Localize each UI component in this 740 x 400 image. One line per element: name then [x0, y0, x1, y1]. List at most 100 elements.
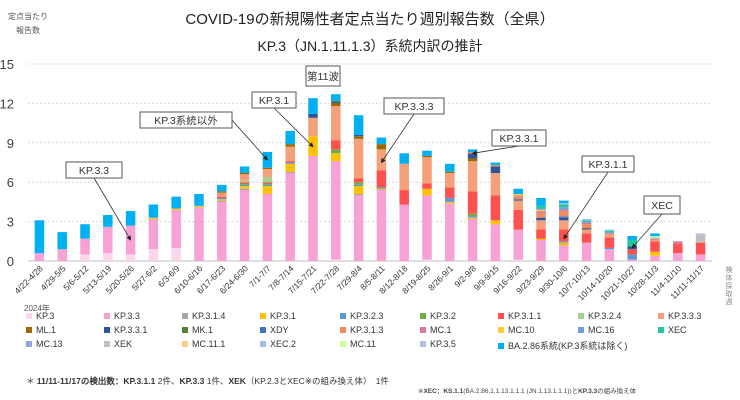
bar-segment — [581, 228, 592, 230]
bar-segment — [673, 253, 683, 261]
bar-segment — [604, 232, 615, 234]
bar-segment — [559, 242, 569, 246]
legend-label: MC.1 — [430, 325, 452, 335]
bar-segment — [627, 249, 637, 255]
bar-segment — [422, 259, 432, 261]
legend-item: BA.2.86系統(KP.3系統は除く) — [498, 339, 627, 352]
footnote-count: 1件、 — [204, 376, 229, 386]
legend-label: XDY — [270, 325, 289, 335]
bar-segment — [513, 188, 523, 195]
bar-segment — [513, 259, 523, 261]
bar-segment — [80, 238, 90, 255]
bar-segment — [239, 186, 250, 189]
bar-segment — [422, 195, 432, 260]
legend-label: KP.3.3 — [114, 311, 140, 321]
bar-segment — [376, 149, 387, 171]
bar-segment — [262, 186, 273, 195]
legend-label: KP.3 — [36, 311, 55, 321]
bar-segment — [353, 178, 364, 183]
legend-item: XEK — [104, 339, 132, 349]
bar-segment — [513, 196, 523, 200]
bar-segment — [194, 194, 204, 206]
bar-segment — [353, 136, 364, 139]
bar-segment — [581, 229, 592, 234]
annotation-arrow — [231, 119, 268, 161]
bar-segment — [331, 103, 341, 107]
legend-item: KP.3.2 — [420, 311, 456, 321]
bar-segment — [559, 220, 569, 230]
annotation-label: KP.3系統以外 — [154, 114, 218, 127]
legend-swatch — [420, 341, 426, 347]
legend-swatch — [340, 341, 346, 347]
bar-segment — [445, 203, 455, 261]
legend-label: BA.2.86系統(KP.3系統は除く) — [508, 341, 628, 351]
bar-segment — [581, 218, 592, 221]
legend-swatch — [260, 327, 266, 333]
legend-label: KP.3.1 — [270, 311, 296, 321]
bar-segment — [604, 249, 615, 261]
bar-segment — [217, 200, 227, 202]
legend-label: MC.13 — [36, 339, 63, 349]
bar-segment — [331, 153, 341, 162]
bar-segment — [262, 169, 273, 177]
bar-segment — [285, 163, 295, 172]
bar-segment — [467, 213, 478, 217]
bar-segment — [148, 204, 159, 218]
bar-segment — [353, 115, 364, 135]
legend-item: XEC.2 — [260, 339, 296, 349]
y-unit-line1: 定点当たり — [8, 12, 48, 21]
bar-segment — [353, 134, 364, 137]
legend-swatch — [182, 327, 188, 333]
legend-label: MC.11.1 — [192, 339, 226, 349]
legend-label: MK.1 — [192, 325, 214, 335]
bar-segment — [148, 217, 159, 219]
legend-item: MC.11.1 — [182, 339, 225, 349]
bar-segment — [536, 220, 546, 230]
annotation-box — [305, 65, 341, 87]
legend-item: MC.11 — [340, 339, 376, 349]
bar-segment — [125, 254, 136, 261]
legend-swatch — [26, 341, 32, 347]
bar-segment — [604, 233, 615, 235]
legend-item: KP.3.1.1 — [498, 311, 541, 321]
bar-segment — [695, 242, 706, 255]
footnote-text: の組み換え体 — [597, 388, 637, 395]
legend-swatch — [658, 313, 664, 319]
bar-segment — [490, 173, 501, 196]
bar-segment — [604, 229, 615, 231]
bar-segment — [650, 241, 660, 252]
annotation-box — [251, 91, 297, 109]
bar-segment — [445, 201, 455, 204]
legend-item: KP.3.1.4 — [182, 311, 225, 321]
bar-segment — [536, 213, 546, 218]
bar-segment — [490, 220, 501, 225]
bar-segment — [239, 174, 250, 181]
bar-segment — [217, 199, 227, 201]
bar-segment — [353, 182, 364, 185]
bar-segment — [536, 238, 546, 240]
bar-segment — [490, 166, 501, 174]
bar-segment — [399, 153, 409, 164]
footnote-variant: XEC：KS.1.1 — [423, 388, 464, 395]
bar-segment — [217, 197, 227, 200]
bar-segment — [399, 163, 409, 191]
legend-swatch — [182, 313, 188, 319]
bar-segment — [467, 161, 478, 192]
bar-segment — [239, 182, 250, 184]
footnote-detections: ＊ 11/11-11/17の検出数：KP.3.1.1 2件、KP.3.3 1件、… — [26, 375, 389, 387]
bar-segment — [148, 249, 159, 261]
legend-label: XEC.2 — [270, 339, 297, 349]
footnote-variant: XEK — [228, 376, 246, 386]
bar-segment — [376, 187, 387, 189]
bar-segment — [331, 140, 341, 150]
bar-segment — [239, 173, 250, 175]
annotation-box — [643, 195, 681, 215]
bar-segment — [285, 173, 295, 261]
bar-segment — [581, 224, 592, 229]
annotation-box — [491, 129, 547, 147]
bar-segment — [262, 183, 273, 185]
bar-segment — [376, 170, 387, 188]
legend-item: KP.3 — [26, 311, 54, 321]
bar-segment — [536, 239, 546, 261]
legend-label: ML.1 — [36, 325, 57, 335]
